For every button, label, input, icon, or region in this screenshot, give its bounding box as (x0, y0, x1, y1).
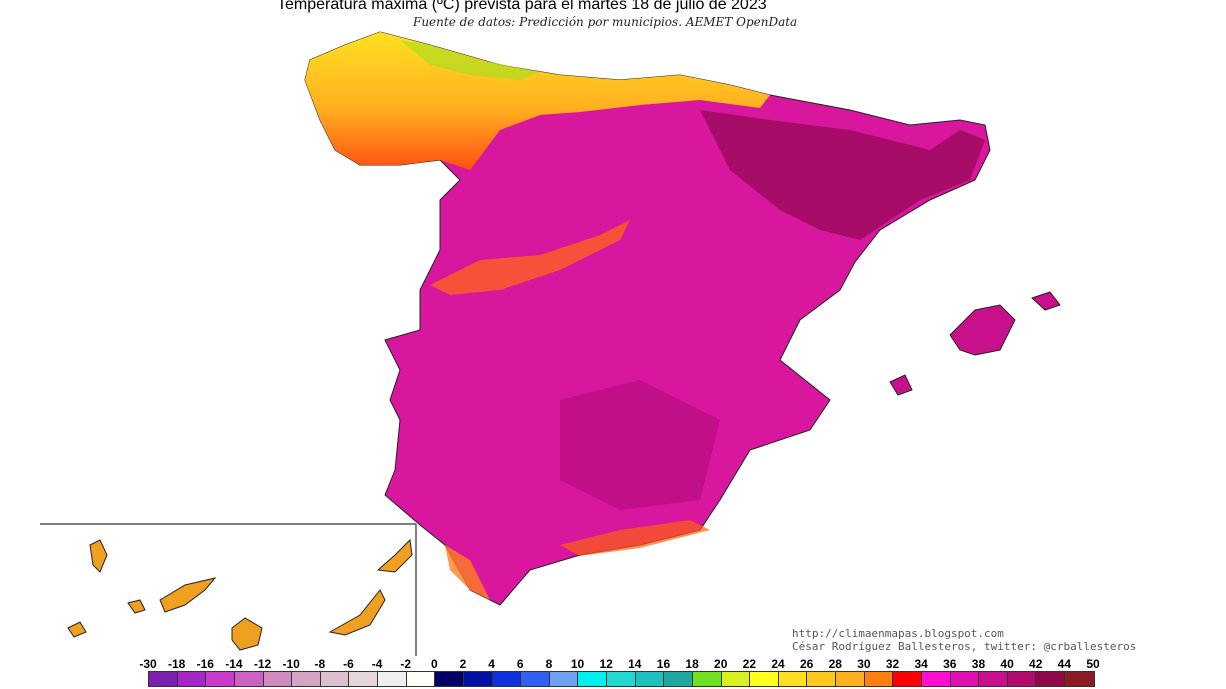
legend-tick-label: 38 (971, 657, 986, 671)
galicia-green-patch (400, 40, 540, 80)
legend-tick-label: 36 (943, 657, 957, 671)
hot-spot-south (560, 380, 720, 510)
legend-swatch (234, 672, 264, 686)
legend-tick-label: 40 (1000, 657, 1014, 671)
legend-swatch (521, 672, 550, 686)
legend-tick-label: 10 (570, 657, 585, 671)
legend-tick-label: 6 (516, 657, 524, 671)
canary-islands (67, 538, 413, 651)
credit-url: http://climaenmapas.blogspot.com (792, 627, 1004, 640)
legend-tick-label: 26 (799, 657, 814, 671)
south-coast-orange (445, 545, 490, 600)
legend-swatch (349, 672, 378, 686)
color-legend (148, 671, 1095, 687)
map-subtitle: Fuente de datos: Predicción por municipi… (413, 15, 798, 29)
legend-swatch (692, 672, 722, 686)
legend-swatch (893, 672, 922, 686)
legend-swatch (177, 672, 207, 686)
legend-swatch (864, 672, 894, 686)
northern-coastal-band (305, 32, 770, 170)
legend-swatch (435, 672, 464, 686)
legend-tick-label: 0 (431, 657, 438, 671)
legend-swatch (1065, 672, 1094, 686)
legend-swatch (1007, 672, 1037, 686)
legend-tick-label: 22 (742, 657, 757, 671)
legend-swatch (578, 672, 607, 686)
legend-tick-label: 16 (656, 657, 671, 671)
legend-tick-label: -4 (371, 657, 383, 671)
legend-swatch (320, 672, 350, 686)
legend-swatch (607, 672, 636, 686)
credit-author: César Rodríguez Ballesteros, twitter: @c… (792, 640, 1137, 653)
legend-tick-label: 4 (488, 657, 495, 671)
legend-tick-label: -10 (282, 657, 300, 671)
legend-swatch (1036, 672, 1065, 686)
legend-tick-label: -2 (400, 657, 412, 671)
hot-spot-northeast (700, 110, 985, 240)
legend-tick-label: -14 (225, 657, 243, 671)
southeast-coast-orange (560, 520, 710, 556)
legend-swatch (807, 672, 836, 686)
legend-swatch (750, 672, 779, 686)
legend-tick-label: 18 (685, 657, 699, 671)
legend-tick-label: 30 (857, 657, 871, 671)
balearic-islands (889, 291, 1061, 396)
map-title: Temperatura máxima (ºC) prevista para el… (277, 0, 767, 13)
legend-tick-label: 50 (1086, 657, 1100, 671)
legend-tick-label: 24 (771, 657, 785, 671)
legend-swatch (778, 672, 808, 686)
legend-tick-label: 8 (545, 657, 553, 671)
legend-tick-label: 2 (459, 657, 467, 671)
legend-swatch (979, 672, 1008, 686)
legend-swatch (206, 672, 235, 686)
legend-tick-label: -18 (167, 657, 186, 671)
central-orange-band (430, 220, 630, 295)
legend-swatch (263, 672, 293, 686)
legend-swatch (292, 672, 321, 686)
legend-swatch (664, 672, 693, 686)
legend-tick-label: 28 (828, 657, 842, 671)
legend-swatch (149, 672, 178, 686)
legend-tick-label: 12 (599, 657, 613, 671)
legend-tick-label: -16 (196, 657, 214, 671)
legend-swatch (406, 672, 436, 686)
legend-swatch (921, 672, 951, 686)
legend-swatch (635, 672, 665, 686)
legend-swatch (463, 672, 493, 686)
legend-tick-label: -6 (343, 657, 354, 671)
legend-tick-labels: -30 -18 -16 -14 -12 -10 -8 -6 -4 -2 0 2 4 6 8 10 12 14 16 1… (126, 657, 1116, 671)
legend-tick-label: -8 (314, 657, 326, 671)
legend-tick-label: 20 (714, 657, 728, 671)
legend-tick-label: 34 (914, 657, 928, 671)
legend-tick-label: -30 (139, 657, 157, 671)
legend-swatch (492, 672, 522, 686)
legend-swatch (721, 672, 751, 686)
legend-swatch (836, 672, 865, 686)
legend-swatch (950, 672, 980, 686)
legend-swatch (549, 672, 579, 686)
legend-tick-label: 14 (628, 657, 642, 671)
legend-tick-label: 42 (1029, 657, 1043, 671)
legend-swatch (378, 672, 407, 686)
legend-tick-label: 44 (1057, 657, 1072, 671)
legend-tick-label: -12 (253, 657, 272, 671)
legend-tick-label: 32 (885, 657, 900, 671)
